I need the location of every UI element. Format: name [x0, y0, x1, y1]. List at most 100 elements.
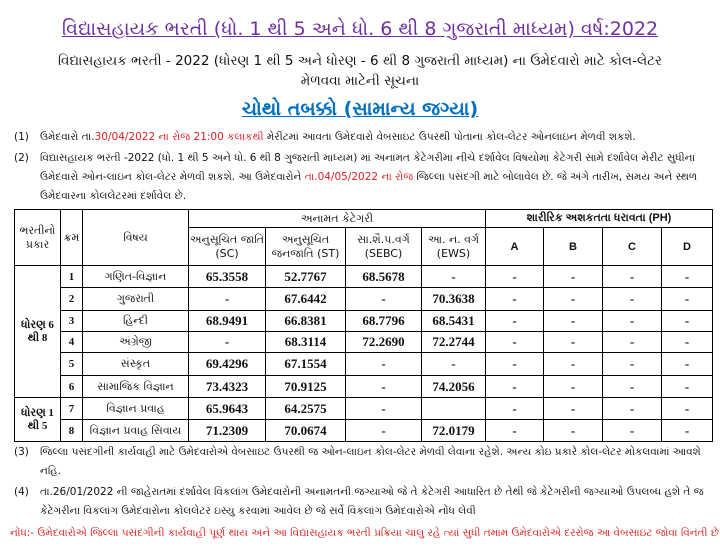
note-text: ઉમેદવારો તા.	[40, 131, 95, 143]
note-text: જિલ્લા પસંદગી માટે બોલાવેલ છે. જે અંગે ત…	[40, 171, 698, 202]
note-number: (3)	[14, 446, 29, 458]
header-ph-c: C	[602, 227, 662, 266]
cell-ews: -	[421, 352, 486, 376]
cell-serial: 3	[60, 310, 83, 332]
table-row: ધોરણ 1 થી 5 7 વિજ્ઞાન પ્રવાહ 65.9643 64.2575…	[14, 397, 713, 442]
cell-c: -	[602, 287, 662, 311]
header-sc: અનુસૂચિત જાતિ (SC)	[188, 227, 266, 266]
header-ph-b: B	[543, 227, 603, 266]
header-ph-d: D	[661, 227, 713, 266]
cell-sebc: 68.5678	[345, 265, 422, 288]
group-label: ધોરણ 6 થી 8	[14, 265, 61, 398]
cell-st: 66.8381	[265, 310, 346, 332]
page-title: વિદ્યાસહાયક ભરતી (ધો. 1 થી 5 અને ધો. 6 થ…	[61, 18, 659, 40]
cell-d: -	[661, 310, 713, 332]
note-2: (2) વિદ્યાસહાયક ભરતી -2022 (ધો. 1 થી 5 અ…	[14, 149, 714, 206]
cell-b: -	[543, 310, 603, 332]
cell-b: -	[543, 397, 603, 420]
cell-serial: 8	[60, 419, 83, 442]
subtitle-line2: મેળવવા માટેની સૂચના	[300, 73, 420, 89]
cell-d: -	[661, 352, 713, 376]
table-row: 6 સામાજિક વિજ્ઞાન 73.4323 70.9125-74.2056- -…	[15, 375, 713, 398]
header-ph-a: A	[485, 227, 544, 266]
cell-st: 70.0674	[265, 419, 346, 442]
cell-serial: 6	[60, 375, 83, 398]
cell-sebc: 72.2690	[345, 331, 422, 353]
cell-a: -	[485, 352, 544, 376]
cell-sebc: 68.7796	[345, 310, 422, 332]
cell-d: -	[661, 397, 713, 420]
cell-d: -	[661, 287, 713, 311]
cell-sc: 65.3558	[188, 265, 266, 288]
cell-subject: સામાજિક વિજ્ઞાન	[82, 375, 189, 398]
cell-serial: 1	[60, 265, 83, 288]
cell-sebc: -	[345, 375, 422, 398]
cell-b: -	[543, 331, 603, 353]
header-ews: આ. ન. વર્ગ (EWS)	[421, 227, 486, 266]
merit-table: ભરતીનો પ્રકાર ક્રમ વિષય અનામત કેટેગરી શા…	[14, 209, 713, 442]
cell-ews	[421, 397, 486, 420]
table-row: 8 વિજ્ઞાન પ્રવાહ સિવાય 71.2309 70.0674-72.0…	[15, 419, 713, 442]
cell-subject: વિજ્ઞાન પ્રવાહ	[82, 397, 189, 420]
cell-st: 67.1554	[265, 352, 346, 376]
cell-d: -	[661, 265, 713, 288]
note-3: (3) જિલ્લા પસંદગીની કાર્યવાહી માટે ઉમેદવ…	[14, 443, 714, 481]
cell-serial: 7	[60, 397, 83, 420]
cell-st: 67.6442	[265, 287, 346, 311]
cell-sc: 68.9491	[188, 310, 266, 332]
cell-sc: -	[188, 287, 266, 311]
cell-d: -	[661, 375, 713, 398]
cell-b: -	[543, 375, 603, 398]
cell-subject: ગુજરાતી	[82, 287, 189, 311]
cell-subject: સંસ્કૃત	[82, 352, 189, 376]
cell-sc: 73.4323	[188, 375, 266, 398]
cell-subject: વિજ્ઞાન પ્રવાહ સિવાય	[82, 419, 189, 442]
cell-subject: અંગ્રેજી	[82, 331, 189, 353]
note-4: (4) તા.26/01/2022 ની જાહેરાતમાં દર્શાવેલ…	[14, 483, 714, 521]
cell-a: -	[485, 397, 544, 420]
cell-ews: 72.0179	[421, 419, 486, 442]
header-reserved-category: અનામત કેટેગરી	[188, 209, 486, 228]
cell-a: -	[485, 375, 544, 398]
table-row: 3 હિન્દી 68.9491 66.8381 68.7796 68.5431- - - -	[15, 310, 713, 332]
cell-b: -	[543, 287, 603, 311]
cell-sebc: -	[345, 419, 422, 442]
note-number: (2)	[14, 152, 29, 164]
cell-b: -	[543, 352, 603, 376]
cell-c: -	[602, 375, 662, 398]
header-serial: ક્રમ	[60, 209, 83, 266]
cell-serial: 4	[60, 331, 83, 353]
cell-c: -	[602, 331, 662, 353]
note-text: વિદ્યાસહાયક ભરતી -2022 (ધો. 1 થી 5 અને ધ…	[40, 152, 696, 183]
footer-note: નોંધ:- ઉમેદવારોએ જિલ્લા પસંદગીની કાર્યવા…	[10, 527, 720, 539]
group-label: ધોરણ 1 થી 5	[14, 397, 61, 442]
cell-d: -	[661, 419, 713, 442]
cell-b: -	[543, 419, 603, 442]
header-ph: શારીરિક અશકતતા ધરાવતા (PH)	[485, 209, 713, 228]
cell-a: -	[485, 287, 544, 311]
note-text: તા.26/01/2022 ની જાહેરાતમાં દર્શાવેલ વિક…	[40, 486, 704, 517]
cell-c: -	[602, 419, 662, 442]
cell-d: -	[661, 331, 713, 353]
header-subject: વિષય	[82, 209, 189, 266]
note-date-highlight: 30/04/2022 ના રોજ 21:00 કલાકથી	[94, 131, 264, 143]
table-row: 4 અંગ્રેજી -68.3114 72.2690 72.2744- - - -	[15, 331, 713, 353]
cell-subject: ગણિત-વિજ્ઞાન	[82, 265, 189, 288]
subtitle-line1: વિદ્યાસહાયક ભરતી - 2022 (ધોરણ 1 થી 5 અને…	[57, 53, 662, 69]
cell-c: -	[602, 265, 662, 288]
header-st: અનુસૂચિત જનજાતિ (ST)	[265, 227, 346, 266]
cell-ews: -	[421, 265, 486, 288]
cell-serial: 5	[60, 352, 83, 376]
cell-sc: 71.2309	[188, 419, 266, 442]
cell-ews: 68.5431	[421, 310, 486, 332]
cell-ews: 72.2744	[421, 331, 486, 353]
cell-b: -	[543, 265, 603, 288]
note-number: (4)	[14, 486, 29, 498]
cell-c: -	[602, 352, 662, 376]
cell-st: 52.7767	[265, 265, 346, 288]
cell-a: -	[485, 331, 544, 353]
cell-a: -	[485, 419, 544, 442]
cell-c: -	[602, 310, 662, 332]
cell-sc: 69.4296	[188, 352, 266, 376]
